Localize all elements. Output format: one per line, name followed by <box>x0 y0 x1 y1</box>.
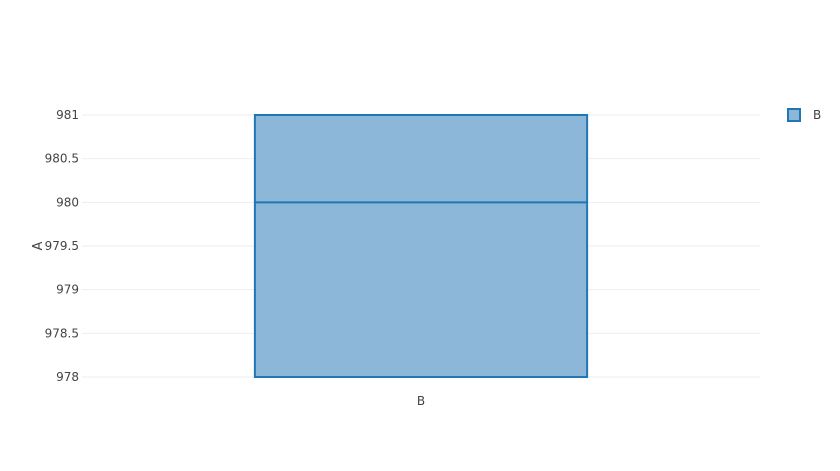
y-tick-label: 980.5 <box>45 152 79 166</box>
y-tick-label: 979 <box>56 283 79 297</box>
x-tick-label: B <box>417 394 425 408</box>
legend-label: B <box>813 108 821 122</box>
y-tick-label: 978.5 <box>45 326 79 340</box>
y-tick-labels: 981 980.5 980 979.5 979 978.5 978 <box>45 108 79 384</box>
y-axis-title: A <box>31 241 46 250</box>
x-tick-labels: B <box>417 394 425 408</box>
box-series <box>253 114 589 378</box>
legend-swatch <box>787 108 801 122</box>
box-body <box>253 114 589 378</box>
legend[interactable]: B <box>787 108 821 122</box>
y-tick-label: 978 <box>56 370 79 384</box>
y-tick-label: 980 <box>56 195 79 209</box>
y-tick-label: 979.5 <box>45 239 79 253</box>
y-tick-label: 981 <box>56 108 79 122</box>
